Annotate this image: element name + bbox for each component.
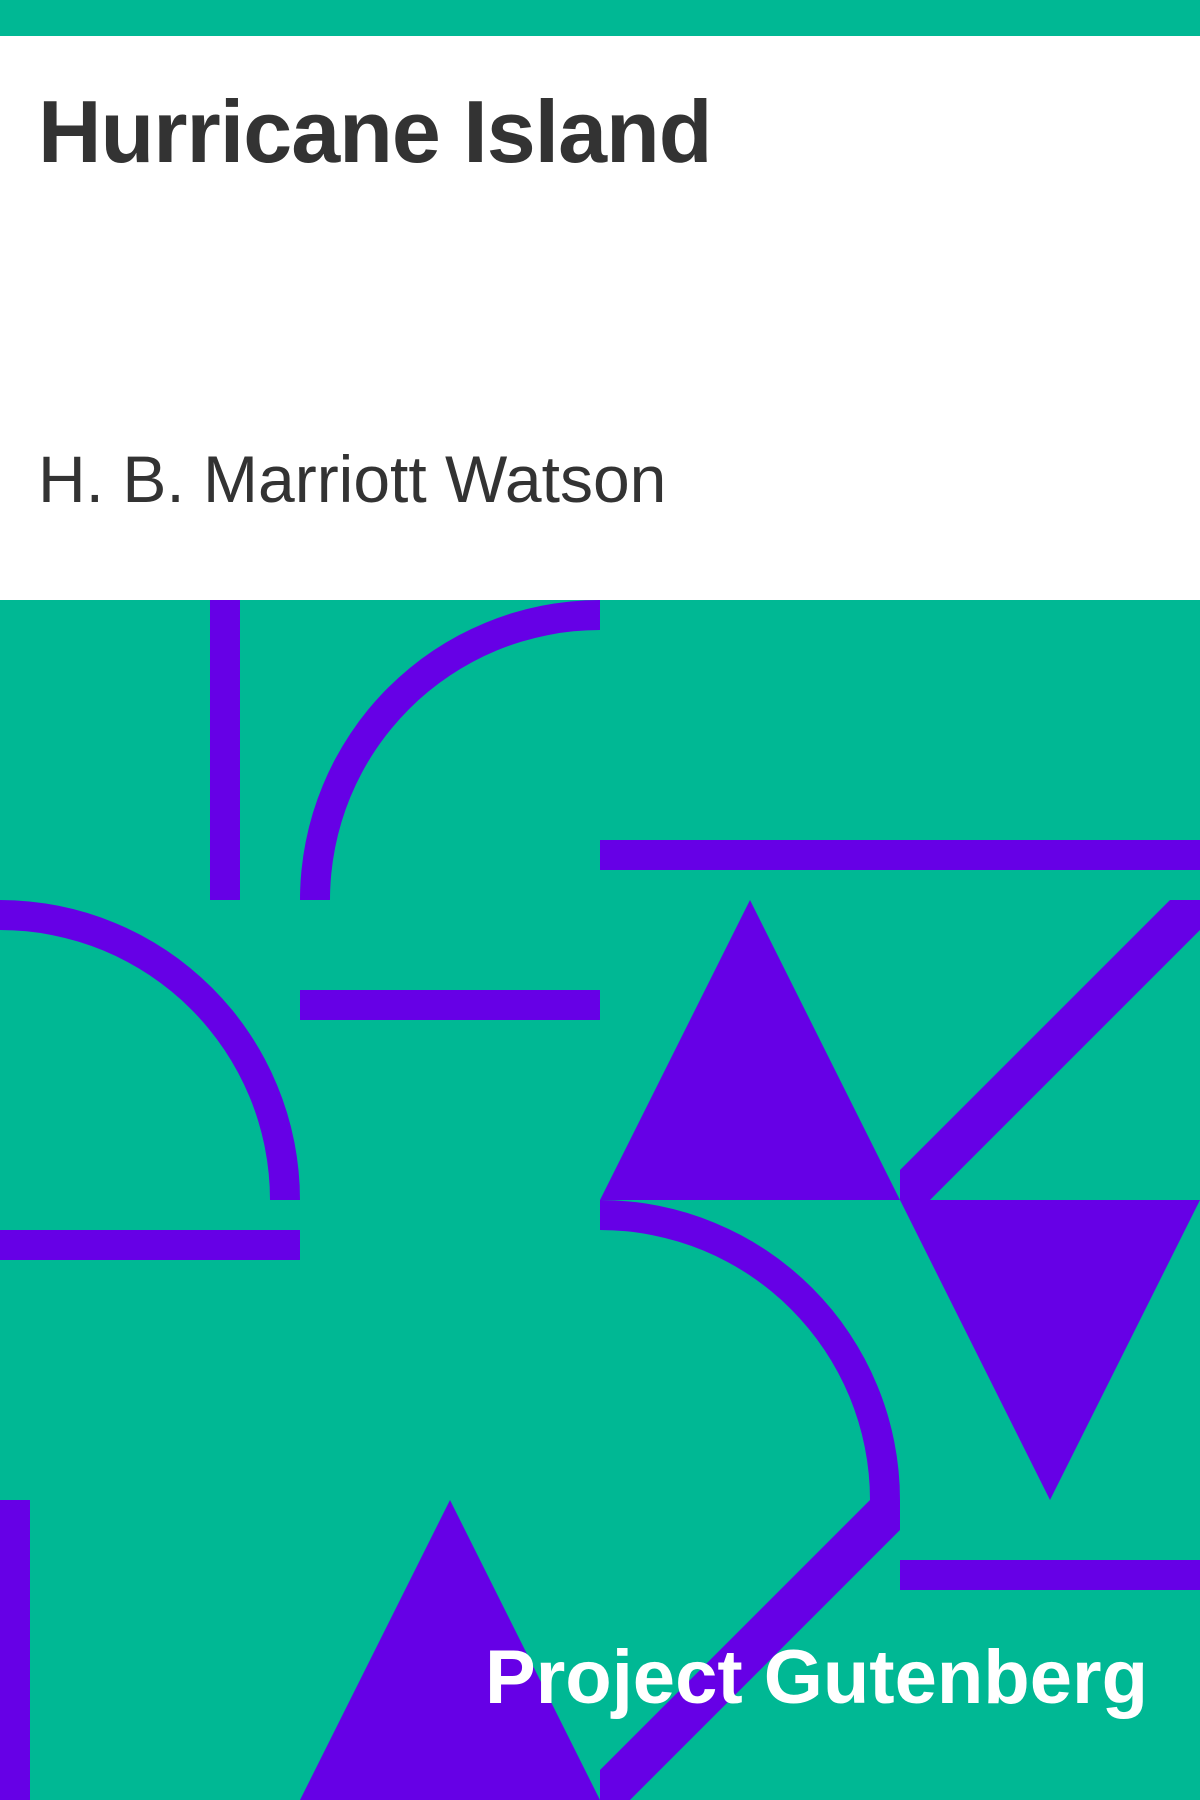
pattern-diagonal <box>600 1500 900 1800</box>
pattern-bar <box>900 1560 1200 1590</box>
pattern-arc <box>600 1200 900 1500</box>
pattern-diagonal <box>900 900 1200 1200</box>
pattern-triangle <box>900 1200 1200 1500</box>
pattern-bar <box>0 1230 300 1260</box>
book-title: Hurricane Island <box>38 82 713 181</box>
pattern-triangle <box>600 900 900 1200</box>
title-area <box>0 36 1200 600</box>
cover-pattern <box>0 600 1200 1800</box>
top-accent-band <box>0 0 1200 36</box>
publisher-name: Project Gutenberg <box>485 1635 1148 1720</box>
pattern-bar <box>600 840 1200 870</box>
pattern-arc <box>0 900 300 1200</box>
pattern-bar <box>300 990 600 1020</box>
pattern-triangle <box>300 1500 600 1800</box>
pattern-bar <box>0 1500 30 1800</box>
pattern-bar <box>210 600 240 900</box>
book-author: H. B. Marriott Watson <box>38 442 667 516</box>
pattern-shapes <box>0 600 1200 1800</box>
pattern-arc <box>300 600 600 900</box>
